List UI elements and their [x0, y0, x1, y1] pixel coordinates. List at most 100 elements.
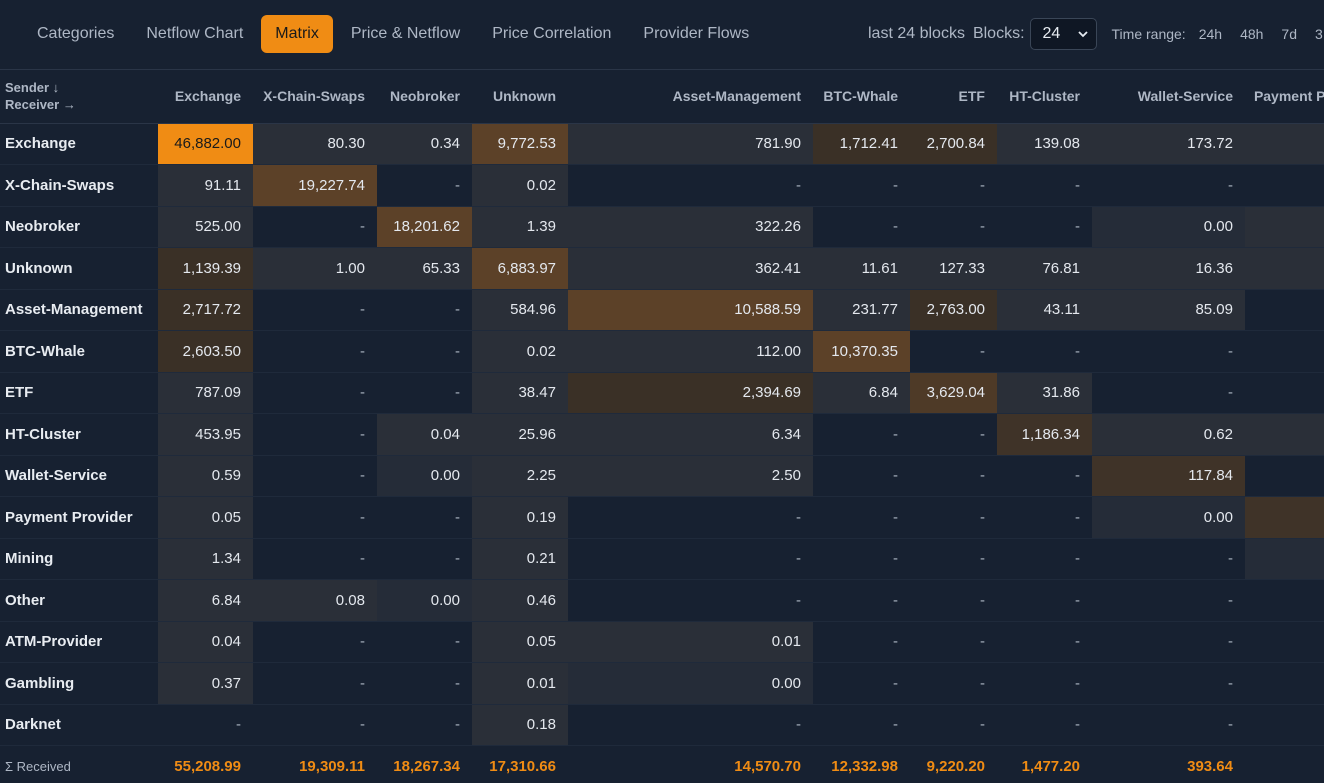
matrix-cell[interactable]: 139.08: [997, 123, 1092, 165]
matrix-cell[interactable]: 6,883.97: [472, 247, 568, 290]
matrix-cell[interactable]: 0.37: [158, 662, 253, 705]
matrix-cell[interactable]: 10,588.59: [568, 289, 813, 331]
matrix-cell[interactable]: -: [377, 662, 472, 705]
matrix-cell[interactable]: 85.09: [1092, 289, 1245, 331]
matrix-cell[interactable]: -: [910, 704, 997, 746]
matrix-cell[interactable]: -: [997, 538, 1092, 580]
matrix-cell[interactable]: 0.00: [377, 579, 472, 622]
tab-provider-flows[interactable]: Provider Flows: [643, 25, 750, 42]
matrix-cell[interactable]: 0.01: [568, 621, 813, 663]
matrix-cell[interactable]: 584.96: [472, 289, 568, 331]
matrix-cell[interactable]: 2.50: [568, 455, 813, 497]
matrix-cell[interactable]: -: [997, 206, 1092, 248]
column-header[interactable]: Payment Provider: [1245, 70, 1324, 124]
matrix-cell[interactable]: -: [253, 538, 377, 580]
matrix-cell[interactable]: -: [813, 538, 910, 580]
matrix-cell[interactable]: -: [253, 621, 377, 663]
matrix-cell[interactable]: -: [910, 413, 997, 456]
matrix-cell[interactable]: -: [377, 538, 472, 580]
matrix-cell[interactable]: -: [1092, 372, 1245, 414]
matrix-cell[interactable]: 0.21: [472, 538, 568, 580]
matrix-cell[interactable]: 0.01: [472, 662, 568, 705]
matrix-cell[interactable]: -: [1092, 704, 1245, 746]
matrix-cell[interactable]: 2,603.50: [158, 330, 253, 373]
matrix-cell[interactable]: -: [813, 704, 910, 746]
matrix-cell[interactable]: -: [253, 206, 377, 248]
matrix-cell[interactable]: -: [1092, 330, 1245, 373]
matrix-cell[interactable]: 6.84: [158, 579, 253, 622]
matrix-cell[interactable]: 0.19: [1245, 247, 1324, 290]
matrix-cell[interactable]: 43.11: [997, 289, 1092, 331]
matrix-cell[interactable]: 127.33: [910, 247, 997, 290]
tab-matrix[interactable]: Matrix: [261, 15, 333, 53]
matrix-cell[interactable]: -: [253, 704, 377, 746]
matrix-cell[interactable]: 31.86: [997, 372, 1092, 414]
matrix-cell[interactable]: -: [568, 496, 813, 539]
matrix-cell[interactable]: 6.34: [568, 413, 813, 456]
matrix-cell[interactable]: 0.08: [253, 579, 377, 622]
matrix-cell[interactable]: 362.41: [568, 247, 813, 290]
matrix-cell[interactable]: 112.00: [568, 330, 813, 373]
matrix-cell[interactable]: -: [253, 662, 377, 705]
column-header[interactable]: Neobroker: [377, 70, 472, 124]
matrix-cell[interactable]: 1.39: [472, 206, 568, 248]
matrix-cell[interactable]: 19,227.74: [253, 164, 377, 207]
matrix-cell[interactable]: 0.46: [472, 579, 568, 622]
matrix-cell[interactable]: -: [813, 579, 910, 622]
matrix-cell[interactable]: 0.02: [472, 330, 568, 373]
matrix-cell[interactable]: -: [1245, 330, 1324, 373]
matrix-cell[interactable]: -: [253, 289, 377, 331]
matrix-cell[interactable]: 0.34: [377, 123, 472, 165]
matrix-cell[interactable]: 0.00: [1092, 496, 1245, 539]
matrix-cell[interactable]: 2,394.69: [568, 372, 813, 414]
matrix-cell[interactable]: -: [568, 579, 813, 622]
matrix-cell[interactable]: -: [1092, 538, 1245, 580]
matrix-cell[interactable]: 25.96: [472, 413, 568, 456]
matrix-cell[interactable]: 453.95: [158, 413, 253, 456]
matrix-cell[interactable]: -: [997, 621, 1092, 663]
matrix-cell[interactable]: 0.00: [1245, 538, 1324, 580]
tab-price-correlation[interactable]: Price Correlation: [492, 25, 612, 42]
matrix-cell[interactable]: -: [253, 496, 377, 539]
blocks-select[interactable]: 24: [1029, 18, 1097, 50]
matrix-cell[interactable]: -: [1092, 662, 1245, 705]
time-range-48h[interactable]: 48h: [1240, 26, 1264, 42]
matrix-cell[interactable]: -: [253, 413, 377, 456]
matrix-cell[interactable]: -: [158, 704, 253, 746]
matrix-cell[interactable]: 91.11: [158, 164, 253, 207]
matrix-cell[interactable]: -: [997, 496, 1092, 539]
matrix-cell[interactable]: -: [910, 206, 997, 248]
matrix-cell[interactable]: -: [910, 455, 997, 497]
matrix-cell[interactable]: -: [997, 164, 1092, 207]
matrix-cell[interactable]: 0.00: [568, 662, 813, 705]
matrix-cell[interactable]: -: [997, 704, 1092, 746]
matrix-cell[interactable]: -: [910, 496, 997, 539]
matrix-cell[interactable]: -: [568, 538, 813, 580]
matrix-cell[interactable]: 0.02: [1245, 206, 1324, 248]
matrix-cell[interactable]: 2,717.72: [158, 289, 253, 331]
matrix-cell[interactable]: -: [910, 579, 997, 622]
matrix-cell[interactable]: 10,370.35: [813, 330, 910, 373]
matrix-cell[interactable]: -: [813, 496, 910, 539]
matrix-cell[interactable]: -: [813, 662, 910, 705]
matrix-cell[interactable]: 173.72: [1092, 123, 1245, 165]
matrix-cell[interactable]: -: [1245, 372, 1324, 414]
matrix-cell[interactable]: -: [253, 330, 377, 373]
tab-price-netflow[interactable]: Price & Netflow: [350, 25, 461, 42]
matrix-cell[interactable]: 0.18: [472, 704, 568, 746]
matrix-cell[interactable]: -: [910, 330, 997, 373]
matrix-cell[interactable]: -: [910, 662, 997, 705]
matrix-cell[interactable]: -: [377, 372, 472, 414]
tab-categories[interactable]: Categories: [37, 25, 115, 42]
matrix-cell[interactable]: 0.02: [472, 164, 568, 207]
matrix-cell[interactable]: 117.84: [1092, 455, 1245, 497]
matrix-cell[interactable]: -: [997, 662, 1092, 705]
matrix-cell[interactable]: -: [910, 538, 997, 580]
tab-netflow-chart[interactable]: Netflow Chart: [146, 25, 244, 42]
matrix-cell[interactable]: 2.25: [472, 455, 568, 497]
matrix-cell[interactable]: -: [910, 164, 997, 207]
matrix-cell[interactable]: 46,882.00: [158, 123, 253, 165]
matrix-cell[interactable]: 322.26: [568, 206, 813, 248]
matrix-cell[interactable]: 781.90: [568, 123, 813, 165]
matrix-cell[interactable]: -: [997, 455, 1092, 497]
